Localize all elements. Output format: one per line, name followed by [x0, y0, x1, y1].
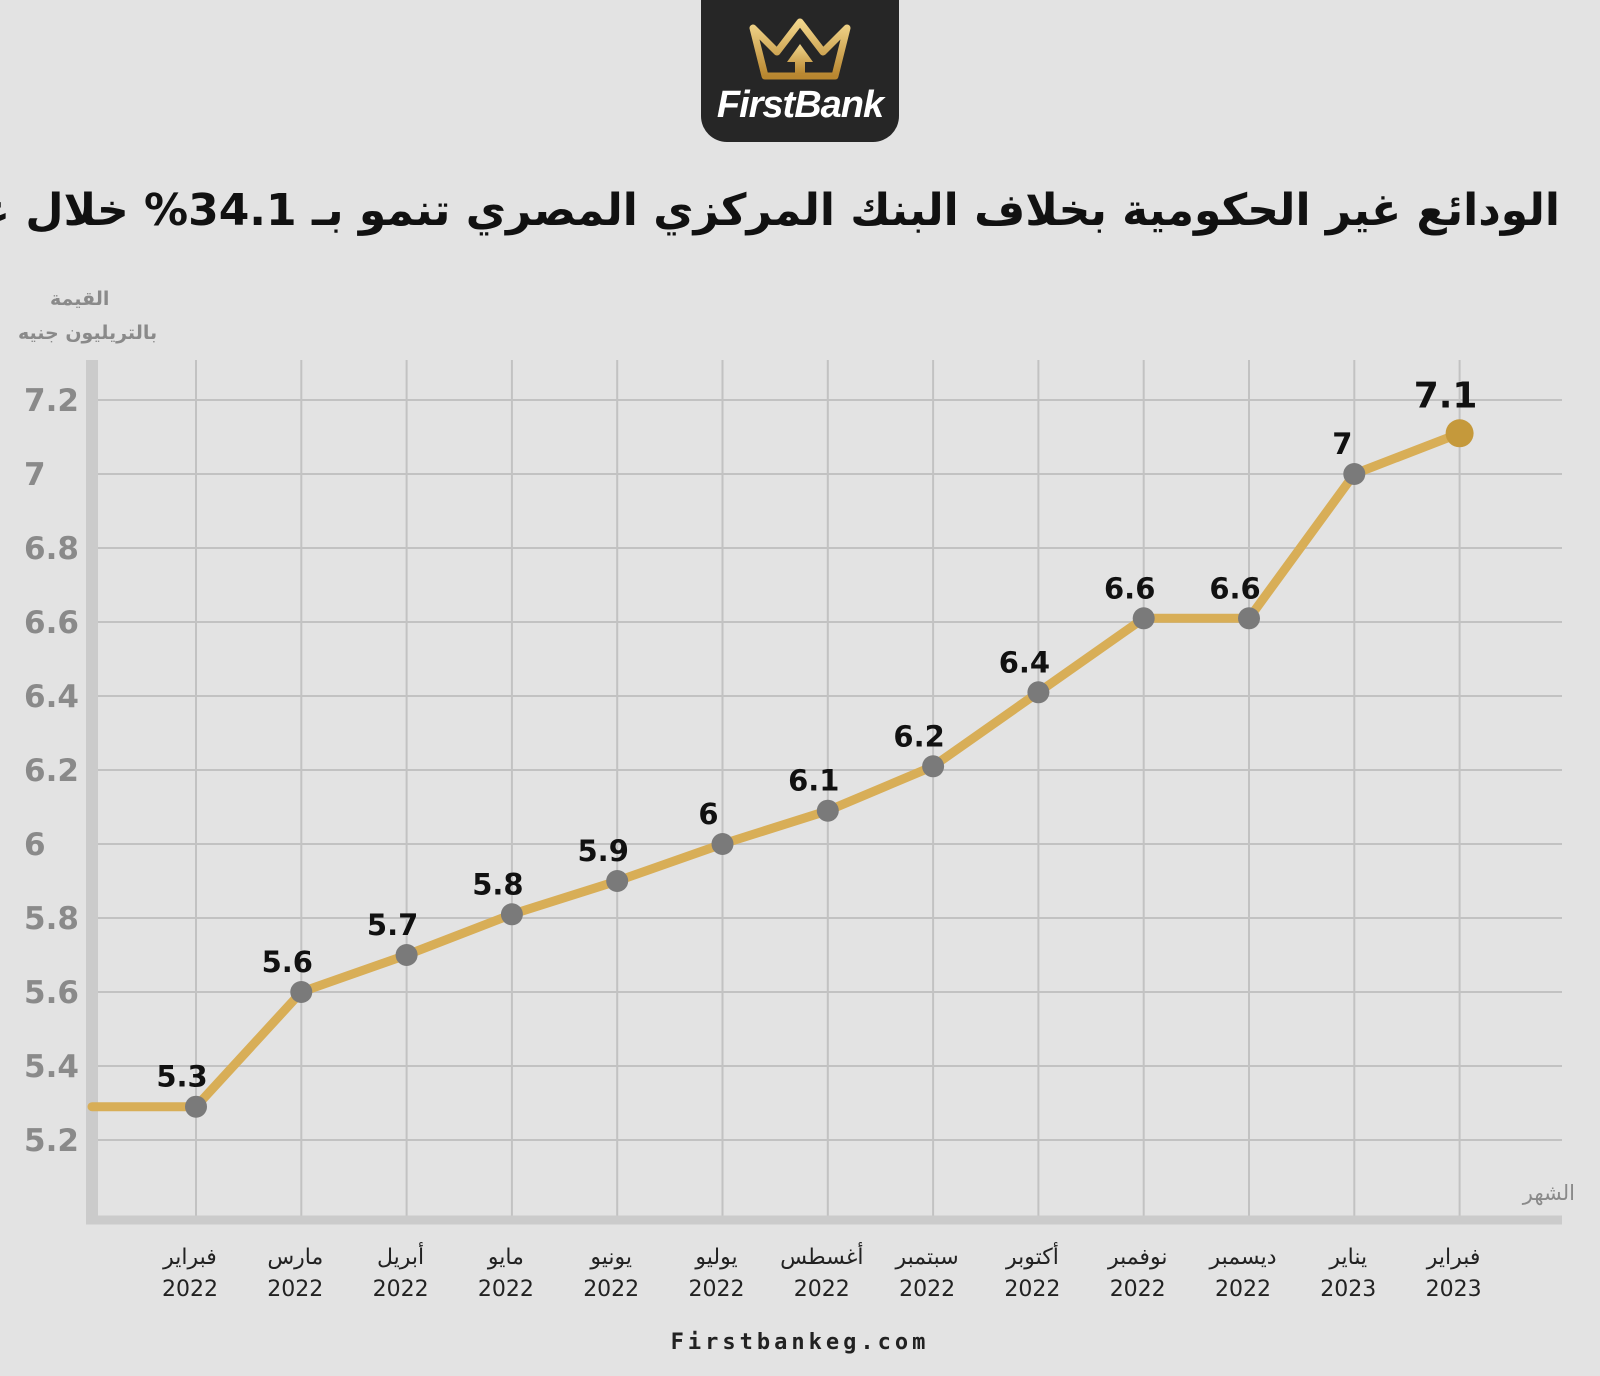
data-point	[1343, 463, 1366, 485]
data-point	[1238, 607, 1260, 630]
x-tick-label-year: 2022	[1004, 1277, 1060, 1302]
y-axis-label-line1: القيمة	[50, 288, 110, 310]
x-tick-label-month: أبريل	[377, 1242, 424, 1270]
data-point	[1027, 681, 1050, 704]
data-point	[290, 981, 313, 1003]
x-axis-label: الشهر	[1522, 1181, 1575, 1205]
y-tick-label: 5.2	[24, 1123, 79, 1159]
x-tick-label-month: أكتوبر	[1005, 1242, 1059, 1270]
x-tick-label-month: فبراير	[1426, 1245, 1481, 1270]
y-axis-label-line2: بالتريليون جنيه	[18, 322, 158, 344]
x-tick-label-year: 2022	[373, 1277, 429, 1302]
data-point	[395, 944, 418, 966]
data-label: 7	[1332, 427, 1352, 461]
data-point	[185, 1095, 207, 1118]
x-tick-label-month: أغسطس	[780, 1242, 863, 1270]
x-tick-label-year: 2022	[1215, 1277, 1271, 1302]
x-tick-label-month: ديسمبر	[1208, 1245, 1276, 1270]
chart-title: الودائع غير الحكومية بخلاف البنك المركزي…	[0, 185, 1560, 236]
data-label: 5.6	[262, 945, 313, 979]
y-tick-label: 5.4	[24, 1049, 79, 1085]
data-point	[1132, 607, 1155, 630]
x-tick-label-month: مايو	[487, 1245, 524, 1270]
brand-name: FirstBank	[716, 84, 884, 126]
x-tick-label-year: 2022	[899, 1277, 955, 1302]
y-tick-label: 6.8	[24, 531, 79, 567]
brand-logo: FirstBank	[701, 0, 899, 142]
x-tick-label-year: 2022	[794, 1277, 850, 1302]
x-tick-label-year: 2022	[267, 1277, 323, 1302]
x-tick-label-month: سبتمبر	[894, 1245, 958, 1270]
x-tick-label-month: يناير	[1328, 1245, 1367, 1270]
data-point	[922, 755, 945, 778]
data-point	[711, 833, 734, 855]
y-tick-label: 5.8	[24, 901, 79, 937]
data-point	[500, 903, 523, 926]
x-tick-label-year: 2022	[1110, 1277, 1166, 1302]
y-tick-label: 6.6	[24, 605, 79, 641]
data-label: 7.1	[1414, 375, 1478, 416]
data-point	[606, 870, 629, 892]
x-tick-label-year: 2022	[583, 1277, 639, 1302]
data-label: 6.6	[1104, 571, 1155, 605]
footer-website: Firstbankeg.com	[670, 1330, 930, 1355]
x-tick-label-month: فبراير	[162, 1245, 217, 1270]
data-label: 6.1	[788, 764, 839, 798]
x-tick-label-month: يوليو	[694, 1245, 737, 1270]
x-tick-label-month: يونيو	[589, 1245, 632, 1270]
x-tick-label-year: 2023	[1320, 1277, 1376, 1302]
data-label: 6.2	[893, 719, 944, 753]
x-tick-label-year: 2022	[478, 1277, 534, 1302]
data-label: 6	[698, 797, 718, 831]
x-tick-label-year: 2022	[162, 1277, 218, 1302]
crown-icon	[749, 18, 851, 80]
x-tick-label-month: مارس	[267, 1245, 323, 1270]
x-tick-label-month: نوفمبر	[1107, 1245, 1168, 1270]
x-tick-label-year: 2022	[689, 1277, 745, 1302]
y-tick-label: 6.4	[24, 679, 79, 715]
data-point	[1445, 419, 1474, 448]
data-label: 5.3	[156, 1060, 207, 1094]
y-tick-label: 6.2	[24, 753, 79, 789]
data-label: 6.6	[1209, 571, 1260, 605]
data-label: 5.8	[472, 867, 523, 901]
y-tick-label: 5.6	[24, 975, 79, 1011]
y-tick-label: 6	[24, 827, 46, 863]
y-tick-label: 7	[24, 457, 46, 493]
data-point	[816, 799, 839, 822]
data-label: 6.4	[999, 645, 1050, 679]
data-label: 5.9	[578, 834, 629, 868]
y-tick-label: 7.2	[24, 383, 79, 419]
data-label: 5.7	[367, 908, 418, 942]
x-tick-label-year: 2023	[1426, 1277, 1482, 1302]
series-line	[87, 428, 1465, 1112]
